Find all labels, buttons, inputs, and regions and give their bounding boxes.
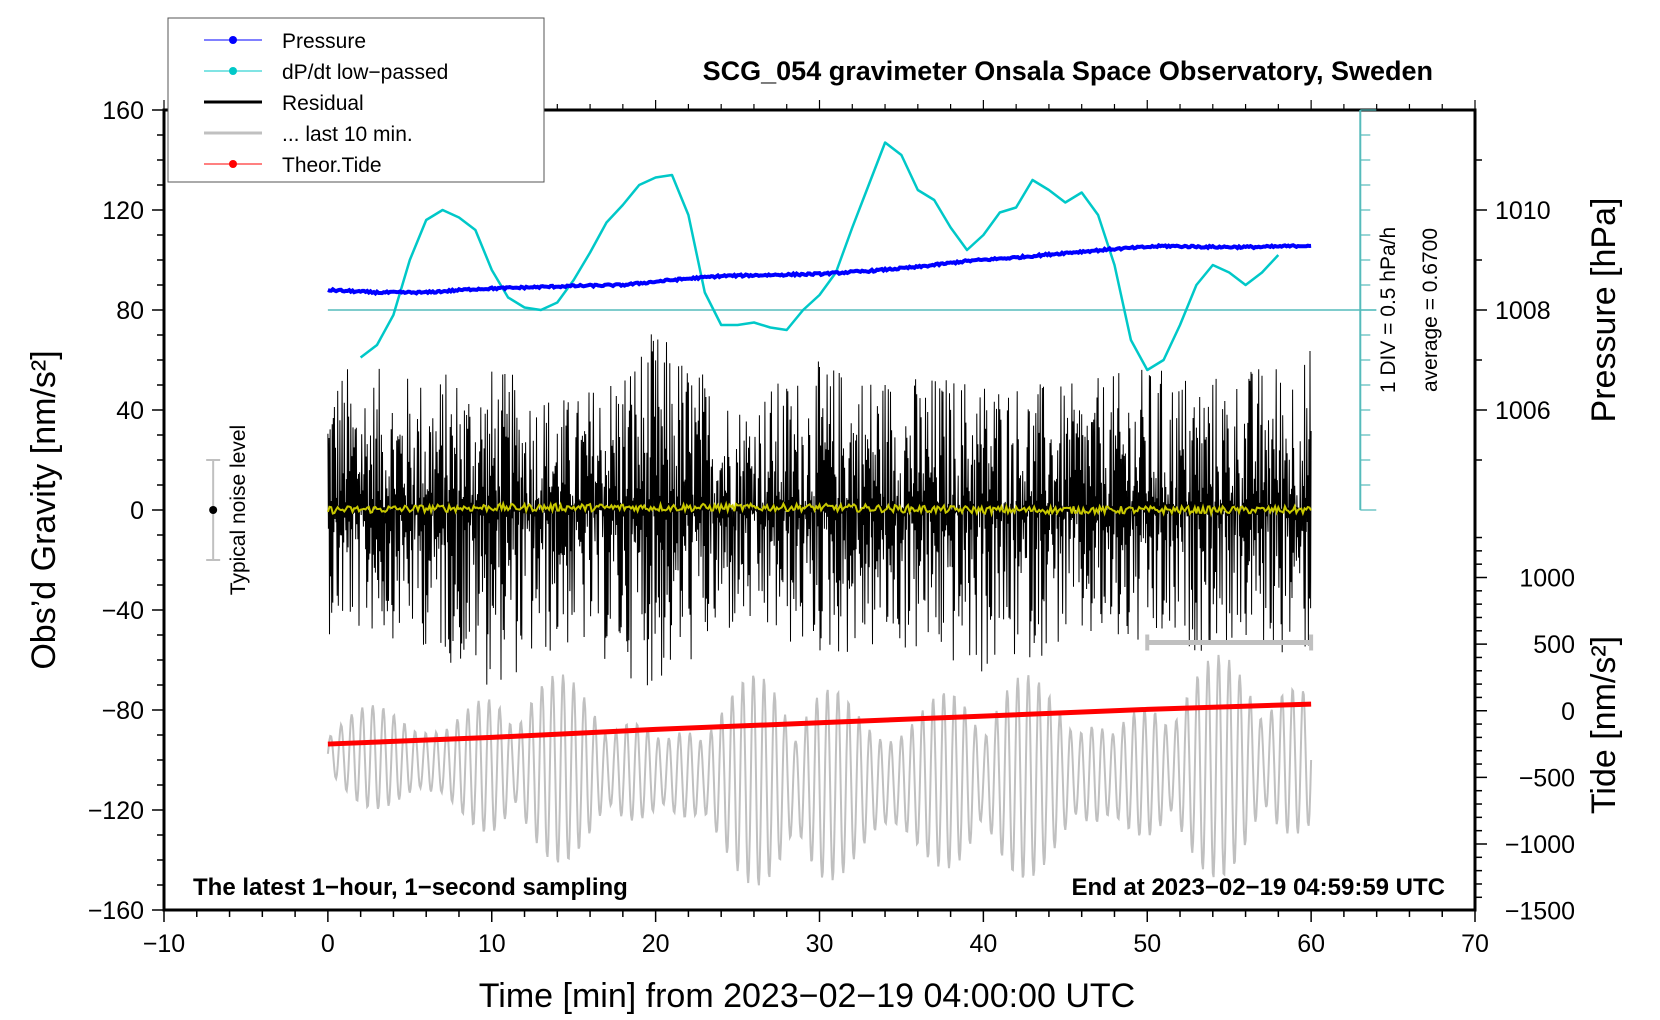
pressure-tick-label: 1008 <box>1495 297 1551 325</box>
tide-tick-label: −1000 <box>1505 831 1575 859</box>
y-axis-pressure: 1010 1008 1006 <box>1475 159 1551 461</box>
annotation-sampling: The latest 1−hour, 1−second sampling <box>193 874 628 901</box>
legend-label: dP/dt low−passed <box>282 61 448 84</box>
x-tick-label: 30 <box>806 930 834 958</box>
y-tick-label: 120 <box>102 197 144 225</box>
noise-level-dot <box>209 506 218 514</box>
tide-tick-label: −500 <box>1519 764 1575 792</box>
legend-label: Residual <box>282 92 364 115</box>
x-tick-label: 50 <box>1133 930 1161 958</box>
legend-marker <box>229 36 237 44</box>
y-tick-label: 0 <box>130 497 144 525</box>
legend-box <box>167 17 545 183</box>
chart-title: SCG_054 gravimeter Onsala Space Observat… <box>703 56 1433 86</box>
legend: Pressure dP/dt low−passed Residual ... last… <box>167 17 545 183</box>
y-axis-tide-title: Tide [nm/s²] <box>1585 636 1623 814</box>
y-tick-label: 40 <box>116 397 144 425</box>
y-tick-label: −40 <box>102 597 144 625</box>
tide-tick-label: 500 <box>1533 631 1575 659</box>
annotation-div: 1 DIV = 0.5 hPa/h <box>1377 227 1400 393</box>
pressure-tick-label: 1010 <box>1495 197 1551 225</box>
x-tick-label: −10 <box>143 930 185 958</box>
theor-tide-line <box>327 701 1312 747</box>
x-tick-label: 70 <box>1461 930 1489 958</box>
y-tick-label: 80 <box>116 297 144 325</box>
annotation-noise-level: Typical noise level <box>227 425 250 595</box>
x-tick-label: 20 <box>642 930 670 958</box>
legend-label: Theor.Tide <box>282 154 382 177</box>
tide-tick-label: 0 <box>1561 698 1575 726</box>
x-tick-label: 10 <box>478 930 506 958</box>
tide-tick-label: 1000 <box>1519 565 1575 593</box>
legend-marker <box>229 160 237 168</box>
y-axis-left-title: Obs’d Gravity [nm/s²] <box>25 350 63 669</box>
residual-mean-line <box>326 500 1312 518</box>
residual-line <box>327 334 1312 686</box>
annotation-average: average = 0.6700 <box>1419 228 1442 392</box>
tide-tick-label: −1500 <box>1505 898 1575 926</box>
y-axis-left: 160 120 80 40 0 −40 −80 −120 −160 <box>88 97 164 925</box>
last-10-min-line <box>326 654 1313 886</box>
dpdt-line <box>359 141 1280 372</box>
y-tick-label: −160 <box>88 897 144 925</box>
y-tick-label: −80 <box>102 697 144 725</box>
y-axis-pressure-title: Pressure [hPa] <box>1585 198 1623 423</box>
pressure-tick-label: 1006 <box>1495 397 1551 425</box>
y-tick-label: −120 <box>88 797 144 825</box>
x-axis-title: Time [min] from 2023−02−19 04:00:00 UTC <box>479 977 1135 1015</box>
x-tick-label: 40 <box>969 930 997 958</box>
legend-label: ... last 10 min. <box>282 123 413 146</box>
x-tick-label: 60 <box>1297 930 1325 958</box>
annotation-end-time: End at 2023−02−19 04:59:59 UTC <box>1071 874 1445 901</box>
x-tick-label: 0 <box>321 930 335 958</box>
y-axis-tide: 1000 500 0 −500 −1000 −1500 <box>1475 536 1575 926</box>
pressure-line <box>327 242 1312 297</box>
legend-marker <box>229 67 237 75</box>
y-tick-label: 160 <box>102 97 144 125</box>
legend-label: Pressure <box>282 30 366 53</box>
series-layer <box>206 109 1377 886</box>
